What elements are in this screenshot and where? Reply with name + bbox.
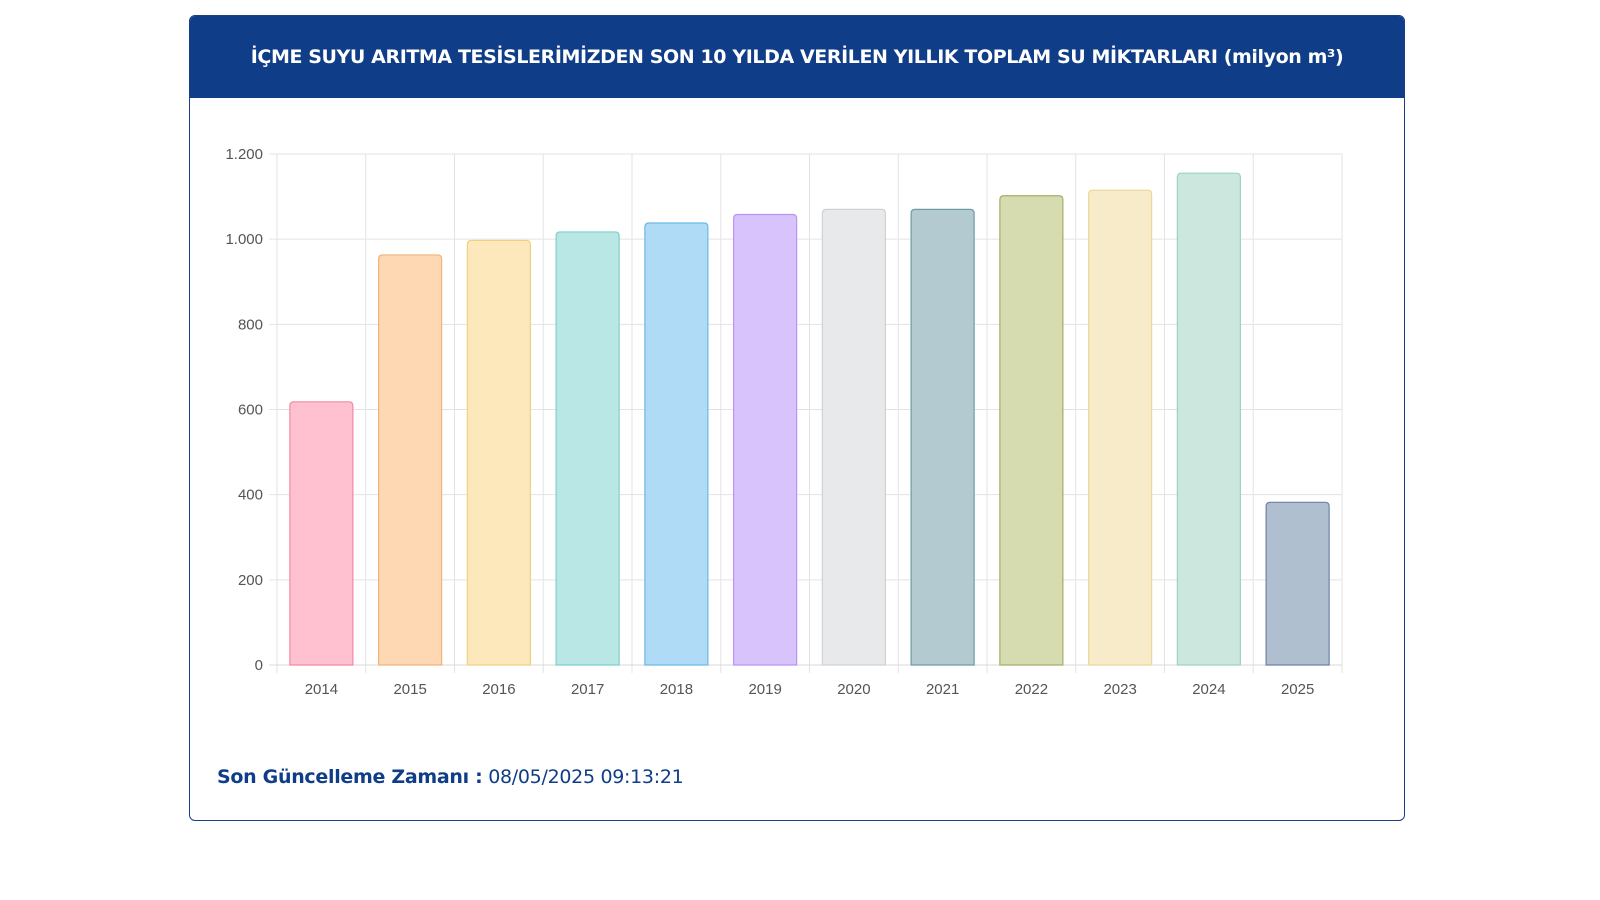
bar-2015[interactable] [378,254,443,666]
bar-chart-svg: 0 200 400 600 800 1.000 1.200 2014 2015 2016 2017 2… [225,146,1343,698]
bar-2022[interactable] [999,195,1064,666]
bar-2017[interactable] [555,231,620,666]
chart-title: İÇME SUYU ARITMA TESİSLERİMİZDEN SON 10 … [250,46,1344,68]
x-tick-label: 2024 [1192,681,1225,698]
x-tick-label: 2022 [1015,681,1048,698]
y-tick-label: 400 [238,487,263,504]
x-tick-label: 2017 [571,681,604,698]
y-tick-label: 800 [238,316,263,333]
y-tick-label: 600 [238,402,263,419]
x-tick-label: 2019 [748,681,781,698]
y-tick-label: 0 [255,657,263,674]
y-tick-label: 1.000 [225,231,263,248]
x-tick-label: 2023 [1103,681,1136,698]
bar-2016[interactable] [466,239,531,666]
axis-labels: 0 200 400 600 800 1.000 1.200 2014 2015 2016 2017 2… [225,146,1314,698]
x-tick-label: 2025 [1281,681,1314,698]
chart-header: İÇME SUYU ARITMA TESİSLERİMİZDEN SON 10 … [190,16,1404,98]
last-update-value: 08/05/2025 09:13:21 [488,766,684,788]
x-tick-label: 2016 [482,681,515,698]
bar-2023[interactable] [1088,189,1153,666]
x-tick-label: 2014 [305,681,338,698]
last-update-label: Son Güncelleme Zamanı : [217,766,483,788]
x-tick-label: 2018 [660,681,693,698]
bar-2018[interactable] [644,222,709,666]
x-tick-label: 2015 [393,681,426,698]
x-tick-label: 2020 [837,681,870,698]
bar-2024[interactable] [1176,172,1241,666]
y-tick-label: 200 [238,572,263,589]
bar-2019[interactable] [733,213,798,666]
bar-chart: 0 200 400 600 800 1.000 1.200 2014 2015 2016 2017 2… [190,98,1404,728]
y-tick-label: 1.200 [225,146,263,163]
x-tick-label: 2021 [926,681,959,698]
bar-2021[interactable] [910,208,975,666]
grid-lines [269,153,1343,673]
last-update: Son Güncelleme Zamanı : 08/05/2025 09:13… [217,766,684,788]
bar-2025[interactable] [1265,501,1330,666]
chart-card: İÇME SUYU ARITMA TESİSLERİMİZDEN SON 10 … [189,15,1405,821]
bar-2014[interactable] [289,401,354,666]
bar-2020[interactable] [821,208,886,666]
bars [289,172,1330,666]
